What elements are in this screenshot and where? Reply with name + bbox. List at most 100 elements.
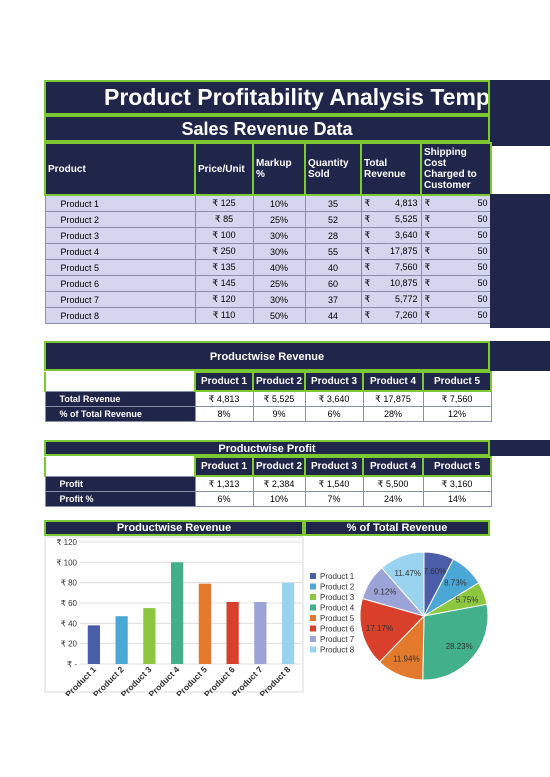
quantity-cell: 28 bbox=[304, 227, 362, 244]
table-row: Product 1 ₹ 125 10% 35 ₹4,813 ₹50 bbox=[44, 194, 492, 212]
legend-label: Product 3 bbox=[320, 593, 355, 602]
table-row: Product 6 ₹ 145 25% 60 ₹10,875 ₹50 bbox=[44, 275, 492, 292]
revenue-cell: ₹7,560 bbox=[360, 259, 422, 276]
shipping-cell: ₹50 bbox=[420, 227, 492, 244]
table-row: Product 8 ₹ 110 50% 44 ₹7,260 ₹50 bbox=[44, 307, 492, 324]
pie-data-label: 7.60% bbox=[424, 567, 447, 576]
table-row: Product 7 ₹ 120 30% 37 ₹5,772 ₹50 bbox=[44, 291, 492, 308]
title-banner: Product Profitability Analysis Temp bbox=[44, 80, 490, 115]
pie-slice-product-6 bbox=[359, 597, 425, 663]
price-cell: ₹ 85 bbox=[194, 211, 254, 228]
shipping-cell: ₹50 bbox=[420, 243, 492, 260]
section-title-profit: Productwise Profit bbox=[218, 443, 316, 455]
row-label: % of Total Revenue bbox=[44, 406, 196, 422]
currency-amount: ₹50 bbox=[425, 246, 488, 257]
value-cell: 10% bbox=[252, 491, 306, 507]
y-tick-label: ₹ 20 bbox=[61, 640, 78, 649]
pie-data-label: 28.23% bbox=[446, 642, 473, 651]
amount: 10,875 bbox=[389, 278, 418, 288]
currency-symbol: ₹ bbox=[424, 262, 431, 272]
bar-product-2 bbox=[115, 616, 128, 664]
table-row: Profit ₹ 1,313 ₹ 2,384 ₹ 1,540 ₹ 5,500 ₹ 3,16… bbox=[44, 475, 492, 492]
pie-data-label: 17.17% bbox=[366, 624, 393, 633]
currency-amount: ₹50 bbox=[425, 310, 488, 321]
amount: 7,260 bbox=[394, 310, 418, 320]
legend-swatch bbox=[310, 636, 316, 642]
quantity-cell: 35 bbox=[304, 194, 362, 212]
sales-revenue-table: Product Price/Unit Markup % Quantity Sol… bbox=[44, 142, 492, 324]
legend-label: Product 5 bbox=[320, 614, 355, 623]
markup-cell: 30% bbox=[252, 291, 306, 308]
amount: 5,525 bbox=[394, 214, 418, 224]
shipping-cell: ₹50 bbox=[420, 291, 492, 308]
y-tick-label: ₹ 60 bbox=[61, 599, 78, 608]
currency-symbol: ₹ bbox=[424, 198, 431, 208]
legend-label: Product 8 bbox=[320, 646, 355, 655]
revenue-section-banner: Productwise Revenue bbox=[44, 341, 490, 371]
currency-amount: ₹10,875 bbox=[365, 278, 418, 289]
col-header-product: Product bbox=[44, 142, 196, 196]
revenue-cell: ₹4,813 bbox=[360, 194, 422, 212]
pie-data-label: 9.12% bbox=[374, 587, 397, 596]
quantity-cell: 40 bbox=[304, 259, 362, 276]
amount: 17,875 bbox=[389, 246, 418, 256]
markup-cell: 30% bbox=[252, 243, 306, 260]
markup-cell: 25% bbox=[252, 211, 306, 228]
currency-amount: ₹50 bbox=[425, 198, 488, 209]
profit-col-header: Product 4 bbox=[362, 456, 424, 477]
y-tick-label: ₹ 80 bbox=[61, 579, 78, 588]
shipping-cell: ₹50 bbox=[420, 307, 492, 324]
markup-cell: 30% bbox=[252, 227, 306, 244]
currency-symbol: ₹ bbox=[424, 230, 431, 240]
legend-label: Product 7 bbox=[320, 635, 355, 644]
y-tick-label: ₹ - bbox=[67, 660, 77, 669]
pie-slice-product-8 bbox=[381, 551, 425, 618]
subtitle-banner: Sales Revenue Data bbox=[44, 115, 490, 142]
bar-product-1 bbox=[87, 625, 100, 664]
value-cell: 7% bbox=[304, 491, 364, 507]
currency-amount: ₹5,772 bbox=[365, 294, 418, 305]
value-cell: 24% bbox=[362, 491, 424, 507]
shipping-cell: ₹50 bbox=[420, 275, 492, 292]
profit-col-header: Product 3 bbox=[304, 456, 364, 477]
profit-col-header: Product 5 bbox=[422, 456, 492, 477]
table-row: Product 4 ₹ 250 30% 55 ₹17,875 ₹50 bbox=[44, 243, 492, 260]
table-row: Product 2 ₹ 85 25% 52 ₹5,525 ₹50 bbox=[44, 211, 492, 228]
value-cell: 12% bbox=[422, 406, 492, 422]
revenue-pie-chart: 7.60% 8.73% 5.75% 28.23% 11.94% 17.17% 9.12% 11… bbox=[359, 551, 489, 681]
product-cell: Product 1 bbox=[44, 194, 196, 212]
pie-data-label: 5.75% bbox=[456, 596, 479, 605]
revenue-cell: ₹5,772 bbox=[360, 291, 422, 308]
quantity-cell: 37 bbox=[304, 291, 362, 308]
legend-swatch bbox=[310, 646, 316, 653]
col-header-price: Price/Unit bbox=[194, 142, 254, 196]
y-tick-label: ₹ 120 bbox=[56, 538, 77, 547]
revenue-cell: ₹3,640 bbox=[360, 227, 422, 244]
legend-label: Product 2 bbox=[320, 583, 355, 592]
col-header-shipping: Shipping Cost Charged to Customer bbox=[420, 142, 492, 196]
table-row: Product 5 ₹ 135 40% 40 ₹7,560 ₹50 bbox=[44, 259, 492, 276]
shipping-cell: ₹50 bbox=[420, 259, 492, 276]
profit-section-banner: Productwise Profit bbox=[44, 440, 490, 456]
currency-symbol: ₹ bbox=[424, 310, 431, 320]
currency-amount: ₹7,260 bbox=[365, 310, 418, 321]
amount: 50 bbox=[477, 278, 488, 288]
markup-cell: 40% bbox=[252, 259, 306, 276]
row-label: Profit % bbox=[44, 491, 196, 507]
amount: 3,640 bbox=[394, 230, 418, 240]
currency-symbol: ₹ bbox=[364, 262, 371, 272]
price-cell: ₹ 100 bbox=[194, 227, 254, 244]
shipping-cell: ₹50 bbox=[420, 211, 492, 228]
value-cell: ₹ 4,813 bbox=[194, 390, 254, 407]
rev-col-header: Product 3 bbox=[304, 371, 364, 392]
product-cell: Product 8 bbox=[44, 307, 196, 324]
bar-product-5 bbox=[198, 583, 211, 664]
revenue-banner-extension bbox=[490, 341, 550, 371]
currency-symbol: ₹ bbox=[364, 230, 371, 240]
amount: 50 bbox=[477, 230, 488, 240]
currency-symbol: ₹ bbox=[424, 214, 431, 224]
value-cell: 28% bbox=[362, 406, 424, 422]
legend-label: Product 6 bbox=[320, 625, 355, 634]
section-title-sales: Sales Revenue Data bbox=[181, 119, 353, 139]
price-cell: ₹ 110 bbox=[194, 307, 254, 324]
